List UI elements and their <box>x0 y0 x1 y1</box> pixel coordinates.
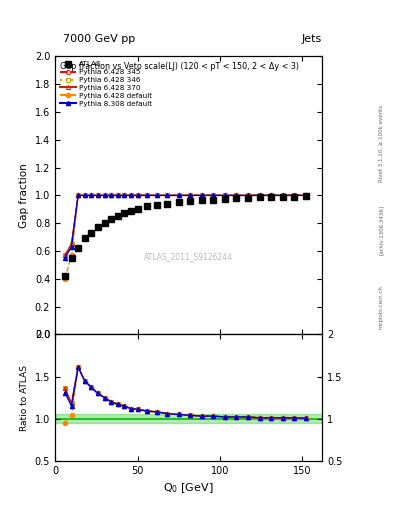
Bar <box>55 414 322 423</box>
Y-axis label: Gap fraction: Gap fraction <box>19 163 29 228</box>
Y-axis label: Ratio to ATLAS: Ratio to ATLAS <box>20 365 29 431</box>
X-axis label: Q$_0$ [GeV]: Q$_0$ [GeV] <box>163 481 214 495</box>
Text: [arXiv:1306.3436]: [arXiv:1306.3436] <box>379 205 384 255</box>
Text: Jets: Jets <box>302 33 322 44</box>
Text: mcplots.cern.ch: mcplots.cern.ch <box>379 285 384 329</box>
Text: Gap fraction vs Veto scale(LJ) (120 < pT < 150, 2 < Δy < 3): Gap fraction vs Veto scale(LJ) (120 < pT… <box>61 62 299 71</box>
Text: Rivet 3.1.10, ≥ 100k events: Rivet 3.1.10, ≥ 100k events <box>379 105 384 182</box>
Text: ATLAS_2011_S9126244: ATLAS_2011_S9126244 <box>144 252 233 261</box>
Legend: ATLAS, Pythia 6.428 345, Pythia 6.428 346, Pythia 6.428 370, Pythia 6.428 defaul: ATLAS, Pythia 6.428 345, Pythia 6.428 34… <box>59 60 153 108</box>
Text: 7000 GeV pp: 7000 GeV pp <box>63 33 135 44</box>
